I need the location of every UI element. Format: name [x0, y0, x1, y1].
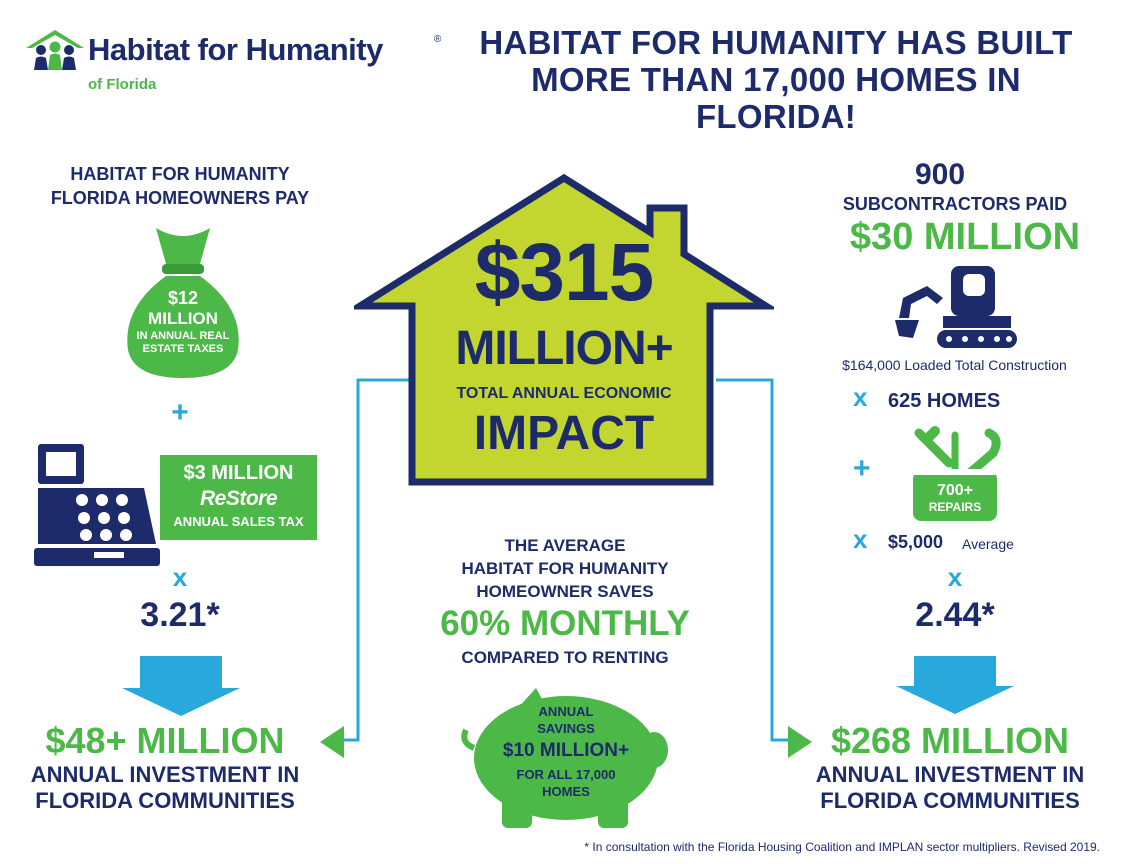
restore-brand: ReStore [199, 487, 278, 510]
savings-highlight: 60% MONTHLY [440, 604, 690, 643]
arrow-left-icon [320, 726, 344, 758]
piggy-desc-1: FOR ALL 17,000 [516, 767, 616, 782]
bag-unit: MILLION [148, 309, 218, 328]
restore-box [160, 455, 317, 540]
piggy-desc-2: HOMES [542, 784, 590, 799]
savings-line-1: THE AVERAGE [504, 536, 626, 555]
left-multiplier: 3.21* [140, 596, 220, 634]
left-result-desc-2: FLORIDA COMMUNITIES [35, 788, 295, 813]
savings-line-3: HOMEOWNER SAVES [476, 582, 654, 601]
left-times: x [172, 562, 188, 592]
restore-amount: $3 MILLION [183, 462, 294, 484]
right-result-desc-2: FLORIDA COMMUNITIES [820, 788, 1080, 813]
restore-desc: ANNUAL SALES TAX [173, 514, 304, 529]
piggy-desc: FOR ALL 17,000 HOMES [486, 766, 646, 800]
headline-line-2: MORE THAN 17,000 HOMES IN FLORIDA! [531, 61, 1021, 135]
right-heading: SUBCONTRACTORS PAID [842, 194, 1068, 214]
excavator-icon [895, 266, 1017, 348]
right-result-desc: ANNUAL INVESTMENT IN FLORIDA COMMUNITIES [790, 762, 1110, 814]
house-icon [354, 173, 774, 486]
left-plus: + [171, 396, 189, 429]
piggy-label: ANNUAL SAVINGS [486, 703, 646, 737]
savings-text: THE AVERAGE HABITAT FOR HUMANITY HOMEOWN… [410, 534, 720, 603]
right-avg-label: Average [962, 536, 1014, 552]
bag-desc-2: ESTATE TAXES [142, 343, 224, 355]
right-result-desc-1: ANNUAL INVESTMENT IN [815, 762, 1085, 787]
savings-line-2: HABITAT FOR HUMANITY [461, 559, 669, 578]
right-amount: $30 MILLION [849, 216, 1081, 258]
right-multiplier: 2.44* [915, 596, 995, 634]
bag-text: $12 MILLION IN ANNUAL REAL ESTATE TAXES [118, 288, 248, 356]
cash-register-icon [34, 444, 160, 566]
impact-label: IMPACT [473, 407, 655, 460]
left-heading-2: FLORIDA HOMEOWNERS PAY [50, 188, 310, 208]
piggy-label-1: ANNUAL [538, 704, 594, 719]
left-heading: HABITAT FOR HUMANITY FLORIDA HOMEOWNERS … [20, 162, 340, 210]
left-result: $48+ MILLION [45, 720, 285, 761]
headline-line-1: HABITAT FOR HUMANITY HAS BUILT [479, 24, 1073, 61]
arrow-right-icon [788, 726, 812, 758]
right-times-3: x [947, 562, 963, 592]
right-times-2: x [853, 524, 868, 554]
left-heading-1: HABITAT FOR HUMANITY [70, 164, 290, 184]
toolbox-text: 700+ REPAIRS [913, 482, 997, 514]
restore-text: $3 MILLION ReStore ANNUAL SALES TAX [160, 460, 317, 532]
piggy-amount: $10 MILLION+ [502, 740, 630, 761]
savings-line-4: COMPARED TO RENTING [461, 648, 669, 667]
logo[interactable]: Habitat for Humanity ® of Florida [26, 24, 446, 100]
bag-desc-1: IN ANNUAL REAL [136, 330, 230, 342]
right-times-1: x [853, 382, 868, 412]
piggy-label-2: SAVINGS [537, 721, 595, 736]
headline: HABITAT FOR HUMANITY HAS BUILT MORE THAN… [456, 24, 1096, 135]
impact-desc: TOTAL ANNUAL ECONOMIC [456, 385, 672, 402]
bag-amount: $12 [167, 288, 199, 308]
right-construction: $164,000 Loaded Total Construction [842, 357, 1067, 373]
impact-unit: MILLION+ [455, 322, 673, 375]
right-plus: + [853, 452, 871, 485]
left-result-desc: ANNUAL INVESTMENT IN FLORIDA COMMUNITIES [10, 762, 320, 814]
toolbox-count: 700+ [936, 482, 974, 499]
logo-name: Habitat for Humanity [88, 32, 383, 67]
right-count: 900 [914, 158, 966, 191]
logo-subtitle: of Florida [88, 76, 157, 93]
money-bag-icon [127, 228, 239, 378]
right-result: $268 MILLION [830, 720, 1070, 761]
impact-amount: $315 [474, 227, 654, 318]
left-result-desc-1: ANNUAL INVESTMENT IN [30, 762, 300, 787]
toolbox-icon [913, 426, 1001, 521]
footnote: * In consultation with the Florida Housi… [584, 840, 1100, 854]
habitat-people-roof-icon [26, 30, 84, 70]
right-avg-amount: $5,000 [888, 532, 944, 552]
toolbox-label: REPAIRS [928, 500, 982, 514]
right-homes: 625 HOMES [888, 390, 1001, 412]
logo-registered: ® [434, 34, 442, 45]
piggy-bank-icon [461, 688, 668, 828]
